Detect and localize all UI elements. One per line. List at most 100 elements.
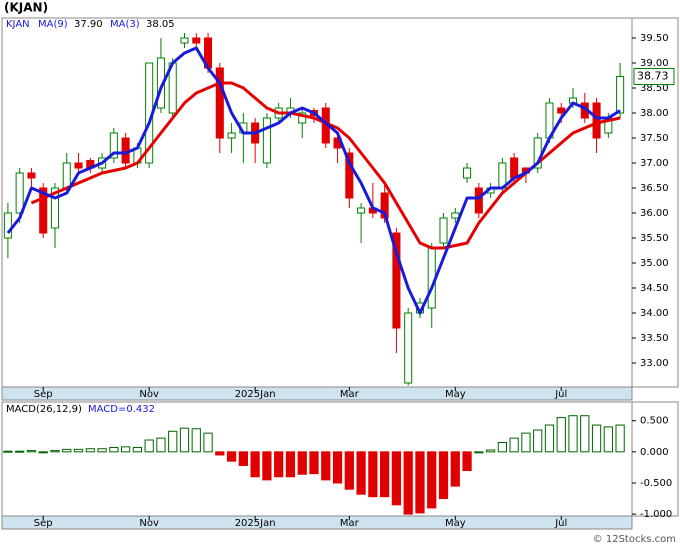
macd-bar [203,432,213,453]
macd-bar [62,448,72,453]
last-price: 38.73 [637,70,669,83]
macd-bar [3,450,13,453]
macd-bar [450,451,460,487]
macd-bar [73,448,84,453]
legend-name: MA(3) [110,19,140,30]
x-tick-label: Sep [34,518,53,529]
macd-bar [438,451,449,500]
y-tick-label: 38.00 [640,108,669,119]
y-tick-label: 37.00 [640,158,669,169]
macd-bar [274,451,284,478]
legend-name: MA(9) [38,19,68,30]
ma-line [6,46,621,315]
macd-bar [226,451,237,462]
macd-bar [556,417,566,453]
x-tick-label: Jul [554,518,567,529]
macd-bar [380,451,390,498]
x-tick-label: May [445,518,466,529]
y-tick-label: 36.50 [640,183,669,194]
candle-body [15,172,24,214]
y-tick-label: 36.00 [640,208,669,219]
macd-bar [168,430,178,453]
candle-body [74,162,83,169]
macd-bar [297,451,307,475]
y-tick-label: 35.50 [640,233,669,244]
x-tick-label: 2025Jan [235,518,276,529]
y-tick-label: 0.500 [640,416,669,427]
y-tick-label: 39.00 [640,58,669,69]
macd-bar [462,451,472,472]
candle-body [180,37,189,44]
macd-bar [356,451,366,495]
macd-bar [144,439,154,453]
macd-bar [156,437,166,453]
macd-bar [332,451,343,484]
macd-bar [215,451,225,456]
macd-bar [391,451,402,506]
macd-axis [631,401,679,517]
candle-body [50,187,60,229]
candle-body [616,76,625,114]
macd-bar [26,450,37,453]
y-tick-label: 37.50 [640,133,669,144]
macd-bar [403,451,413,515]
macd-bar [533,429,543,453]
macd-title: MACD(26,12,9) [6,404,82,415]
macd-bar [474,451,484,454]
y-tick-label: 33.50 [640,333,669,344]
x-tick-label: Nov [139,389,159,400]
candle-body [39,187,48,234]
candle-body [592,102,601,139]
candle-body [3,212,12,239]
candle-body [392,232,401,329]
last-price-box [633,68,675,85]
x-tick-label: Jul [554,389,567,400]
x-tick-label: Sep [34,389,53,400]
macd-bar [132,446,143,453]
x-tick-label: May [445,389,466,400]
footer: © 12Stocks.com [593,534,676,545]
candle-body [227,132,236,139]
macd-bar [50,450,60,453]
x-tick-label: 2025Jan [235,389,276,400]
candle-body [463,167,472,179]
macd-bar [85,448,95,453]
candle-body [109,132,118,159]
macd-bar [544,424,555,453]
macd-current: MACD=0.432 [88,404,155,415]
macd-bar [15,450,25,453]
y-tick-label: 0.000 [640,447,669,458]
macd-bar [615,424,625,453]
macd-bar [97,448,107,453]
macd-bar [368,451,378,498]
x-tick-label: Mar [340,389,360,400]
macd-bar [309,451,319,475]
macd-bar [262,451,272,481]
candle-body [27,172,36,179]
macd-bar [38,451,48,454]
macd-bar [521,432,531,453]
chart-title: (KJAN) [4,1,48,15]
candle-body [439,217,448,244]
macd-bar [121,446,131,453]
macd-bar [591,424,602,453]
candle-body [451,212,460,219]
y-tick-label: -0.500 [640,478,672,489]
y-tick-label: 33.00 [640,358,669,369]
y-tick-label: 38.50 [640,83,669,94]
x-tick-label: Mar [340,518,360,529]
candle-body [62,162,71,189]
legend-value: 38.05 [146,19,175,30]
y-tick-label: 39.50 [640,33,669,44]
candle-body [262,117,271,164]
macd-bar [568,415,578,453]
y-tick-label: 34.00 [640,308,669,319]
macd-bar [285,451,296,478]
candle-body [215,67,224,139]
price-panel [1,17,633,388]
legend-value: 37.90 [74,19,103,30]
macd-bar [497,441,507,453]
macd-bar [427,451,437,509]
macd-bar [509,437,519,453]
